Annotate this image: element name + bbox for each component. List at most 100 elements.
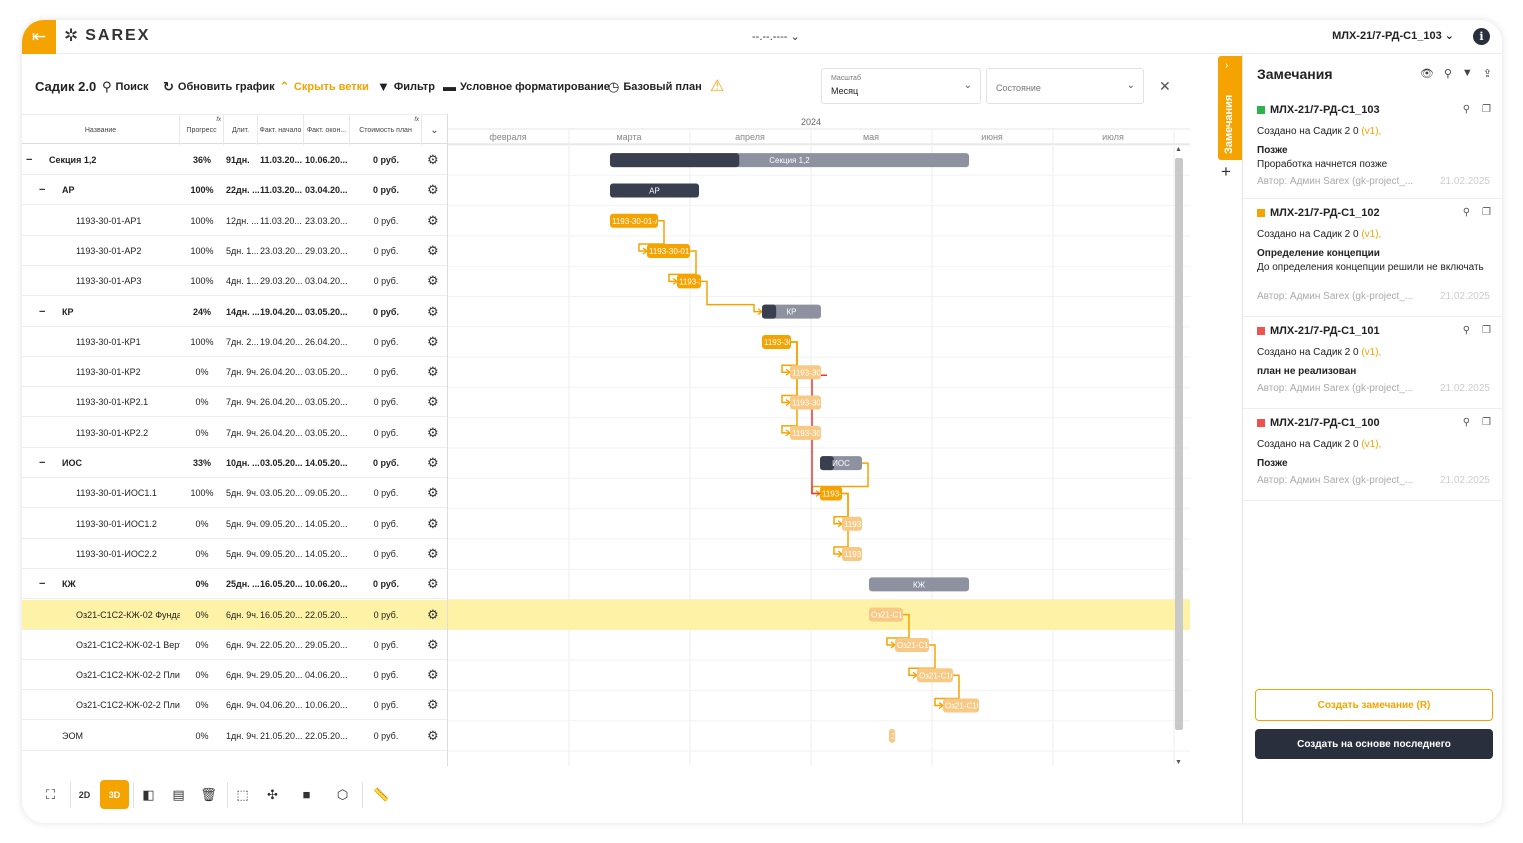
date-select[interactable]: --.--.---- ⌄ [752, 31, 800, 43]
project-select[interactable]: МЛХ-21/7-РД-С1_103 ⌄ [1332, 30, 1454, 42]
copy-icon[interactable]: ❐ [1482, 104, 1491, 115]
gear-icon[interactable]: ⚙ [427, 455, 439, 470]
gear-icon[interactable]: ⚙ [427, 273, 439, 289]
explode-icon[interactable]: ✣ [267, 786, 278, 802]
table-row[interactable]: ЭОМ 0% 1дн. 9ч. 21.05.20... 22.05.20... 0 руб… [22, 721, 447, 751]
table-row[interactable]: 1193-30-01-АР2 100% 5дн. 1... 23.03.20... 29… [22, 236, 447, 266]
table-row[interactable]: Оз21-С1С2-КЖ-02-2 Пли 0% 6дн. 9ч. 04.06.20.… [22, 690, 447, 721]
remark-card[interactable]: МЛХ-21/7-РД-С1_102 ⚲ ❐ Создано на Садик 2… [1243, 199, 1502, 317]
table-row[interactable]: Оз21-С1С2-КЖ-02-1 Верт 0% 6дн. 9ч. 22.05.20… [22, 630, 447, 660]
trash-icon[interactable]: 🗑 [200, 786, 217, 802]
table-row[interactable]: 1193-30-01-КР2 0% 7дн. 9ч. 26.04.20... 03.05… [22, 357, 447, 388]
remarks-side-tab[interactable]: › Замечания [1218, 56, 1242, 160]
2d-view-icon[interactable]: 2D [78, 789, 91, 800]
collapse-toggle-icon[interactable]: − [39, 578, 46, 591]
col-name[interactable]: Название [22, 115, 180, 145]
collapse-toggle-icon[interactable]: − [26, 154, 33, 166]
table-row[interactable]: 1193-30-01-ИОС1.2 0% 5дн. 9ч. 09.05.20... 14… [22, 509, 447, 539]
remark-card[interactable]: МЛХ-21/7-РД-С1_103 ⚲ ❐ Создано на Садик 2… [1243, 96, 1502, 199]
table-row[interactable]: Оз21-С1С2-КЖ-02 Фунда 0% 6дн. 9ч. 16.05.20.… [22, 599, 447, 630]
scroll-thumb[interactable] [1175, 158, 1183, 730]
table-row[interactable]: − ИОС 33% 10дн. ... 03.05.20... 14.05.20... 0 … [22, 448, 447, 478]
gear-icon[interactable]: ⚙ [427, 364, 439, 380]
filter-button[interactable]: ▼ Фильтр [377, 79, 435, 94]
remark-card[interactable]: МЛХ-21/7-РД-С1_101 ⚲ ❐ Создано на Садик 2… [1243, 317, 1502, 409]
cube-icon[interactable]: ⬡ [336, 786, 349, 802]
scroll-down-icon[interactable]: ▼ [1175, 759, 1182, 766]
table-row[interactable]: 1193-30-01-АР3 100% 4дн. 1... 29.03.20... 03… [22, 266, 447, 297]
gear-icon[interactable]: ⚙ [427, 545, 439, 561]
col-start[interactable]: Факт. начало [258, 115, 304, 145]
copy-icon[interactable]: ❐ [1482, 417, 1491, 428]
exit-button[interactable]: ⇤ [22, 20, 56, 54]
search-button[interactable]: ⚲ Поиск [102, 79, 149, 94]
column-menu-icon[interactable]: ⌄ [430, 124, 439, 136]
gear-icon[interactable]: ⚙ [427, 636, 439, 652]
eye-icon[interactable]: 👁 [1419, 68, 1434, 80]
table-row[interactable]: − КЖ 0% 25дн. ... 16.05.20... 10.06.20... 0 ру… [22, 569, 447, 600]
gear-icon[interactable]: ⚙ [427, 333, 439, 349]
warning-icon[interactable]: ⚠ [710, 78, 725, 95]
refresh-button[interactable]: ↻ Обновить график [163, 79, 275, 94]
gear-icon[interactable]: ⚙ [427, 242, 439, 258]
gear-icon[interactable]: ⚙ [427, 424, 439, 440]
gear-icon[interactable]: ⚙ [427, 303, 439, 319]
export-icon[interactable]: ⇪ [1482, 68, 1492, 80]
table-row[interactable]: − Секция 1,2 36% 91дн. 11.03.20... 10.06.20..… [22, 145, 447, 175]
selection-icon[interactable]: ⬚ [236, 786, 249, 802]
conditional-format-button[interactable]: ▬ Условное форматирование [443, 79, 610, 94]
pin-icon[interactable]: ⚲ [1462, 207, 1471, 218]
gear-icon[interactable]: ⚙ [427, 182, 439, 198]
fit-view-icon[interactable]: ⛶ [45, 786, 56, 802]
camera-icon[interactable]: ■ [302, 787, 311, 802]
3d-view-icon[interactable]: 3D [100, 780, 129, 809]
collapse-toggle-icon[interactable]: − [39, 184, 46, 197]
gear-icon[interactable]: ⚙ [427, 576, 439, 592]
state-select[interactable]: Состояние ⌄ [986, 68, 1144, 104]
gear-icon[interactable]: ⚙ [427, 394, 439, 410]
gear-icon[interactable]: ⚙ [427, 152, 439, 167]
gantt-canvas[interactable]: 2024 февраля марта апреля мая июня июля Секция … [448, 114, 1190, 766]
baseline-button[interactable]: ◷ Базовый план [608, 79, 702, 94]
pin-icon[interactable]: ⚲ [1462, 104, 1471, 115]
filter-icon[interactable]: ▼ [1461, 67, 1473, 79]
hide-branches-button[interactable]: ⌃ Скрыть ветки [279, 79, 369, 94]
pin-icon[interactable]: ⚲ [1462, 325, 1471, 336]
close-icon[interactable]: ✕ [1159, 78, 1171, 94]
copy-icon[interactable]: ❐ [1482, 325, 1491, 336]
scale-select[interactable]: Масштаб Месяц ⌄ [821, 68, 981, 104]
table-row[interactable]: 1193-30-01-КР2.2 0% 7дн. 9ч. 26.04.20... 03.… [22, 418, 447, 448]
gear-icon[interactable]: ⚙ [427, 697, 439, 713]
gear-icon[interactable]: ⚙ [427, 727, 439, 743]
collapse-toggle-icon[interactable]: − [39, 457, 46, 469]
collapse-toggle-icon[interactable]: − [39, 305, 46, 318]
split-view-icon[interactable]: ◧ [142, 786, 155, 802]
table-row[interactable]: − АР 100% 22дн. ... 11.03.20... 03.04.20... 0 … [22, 175, 447, 206]
pin-icon[interactable]: ⚲ [1462, 417, 1471, 428]
table-row[interactable]: − КР 24% 14дн. ... 19.04.20... 03.05.20... 0 р… [22, 297, 447, 327]
copy-icon[interactable]: ❐ [1482, 207, 1491, 218]
add-icon[interactable]: + [1221, 162, 1231, 181]
ruler-icon[interactable]: 📏 [373, 786, 390, 802]
gear-icon[interactable]: ⚙ [427, 606, 439, 622]
create-from-last-button[interactable]: Создать на основе последнего [1255, 729, 1493, 759]
create-remark-button[interactable]: Создать замечание (R) [1255, 689, 1493, 721]
col-progress[interactable]: Прогресс fx [180, 115, 224, 145]
gear-icon[interactable]: ⚙ [427, 485, 439, 501]
col-cost[interactable]: Стоимость план fx [350, 115, 422, 145]
table-row[interactable]: 1193-30-01-ИОС2.2 0% 5дн. 9ч. 09.05.20... 14… [22, 539, 447, 569]
vertical-scrollbar[interactable]: ▲ ▼ [1174, 144, 1184, 766]
info-icon[interactable]: i [1473, 28, 1490, 45]
scroll-up-icon[interactable]: ▲ [1175, 146, 1182, 153]
table-row[interactable]: 1193-30-01-КР1 100% 7дн. 2... 19.04.20... 26… [22, 327, 447, 357]
table-row[interactable]: Оз21-С1С2-КЖ-02-2 Пли 0% 6дн. 9ч. 29.05.20.… [22, 660, 447, 691]
layers-icon[interactable]: ▤ [172, 786, 185, 802]
gear-icon[interactable]: ⚙ [427, 515, 439, 531]
pin-icon[interactable]: ⚲ [1443, 68, 1452, 80]
gear-icon[interactable]: ⚙ [427, 667, 439, 683]
table-row[interactable]: 1193-30-01-АР1 100% 12дн. ... 11.03.20... 23… [22, 206, 447, 236]
gear-icon[interactable]: ⚙ [427, 212, 439, 228]
table-row[interactable]: 1193-30-01-КР2.1 0% 7дн. 9ч. 26.04.20... 03.… [22, 387, 447, 418]
col-duration[interactable]: Длит. [224, 115, 258, 145]
table-row[interactable]: 1193-30-01-ИОС1.1 100% 5дн. 9ч. 03.05.20...… [22, 478, 447, 509]
